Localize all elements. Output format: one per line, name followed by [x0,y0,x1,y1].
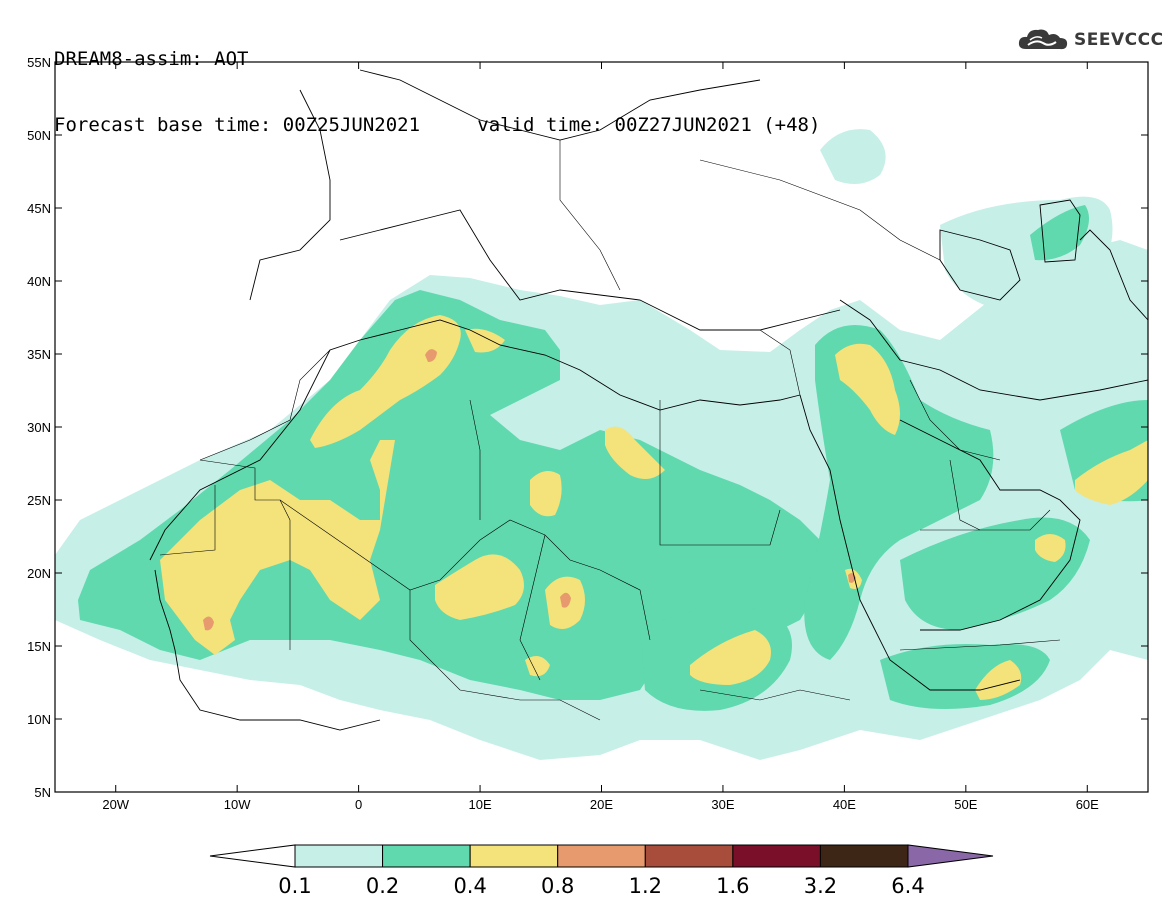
logo-text: SEEVCCC [1074,30,1164,50]
time-info: Forecast base time: 00Z25JUN2021 valid t… [54,114,820,136]
aot-contour-0.4 [160,440,395,655]
chart-title: DREAM8-assim: AOT [54,48,249,70]
aot-contour-0.2 [78,290,825,700]
aot-contour-0.8 [425,349,437,362]
aot-contour-0.4 [1035,534,1066,562]
lon-tick-label: 20W [102,797,129,812]
lon-tick-label: 10E [468,797,491,812]
aot-contour-0.4 [310,315,461,448]
aot-contour-0.8 [203,616,214,631]
colorbar-swatch [382,844,471,868]
colorbar-level-label: 0.8 [541,874,574,898]
aot-contour-0.4 [525,656,550,677]
valid-time: valid time: 00Z27JUN2021 (+48) [477,114,821,136]
chart-header: DREAM8-assim: AOT Forecast base time: 00… [54,4,820,158]
colorbar-swatch [469,844,559,868]
lon-tick-label: 60E [1076,797,1099,812]
colorbar-swatch [819,844,909,868]
colorbar: 0.1 0.2 0.4 0.8 1.2 1.6 3.2 6.4 [209,844,994,898]
base-time: Forecast base time: 00Z25JUN2021 [54,114,421,136]
lon-tick-label: 50E [954,797,977,812]
colorbar-swatch [644,844,734,868]
aot-contour-0.2 [1030,205,1089,261]
lon-tick-label: 20E [590,797,613,812]
aot-contour-0.4 [975,660,1022,700]
lat-tick-label: 30N [27,420,51,435]
colorbar-under-arrow [209,844,296,868]
colorbar-swatch [557,844,646,868]
colorbar-over-arrow [907,844,994,868]
lon-tick-label: 30E [711,797,734,812]
lat-tick-label: 40N [27,274,51,289]
lat-tick-label: 55N [27,55,51,70]
longitude-axis: 20W 10W 0 10E 20E 30E 40E 50E 60E [102,62,1099,812]
colorbar-level-label: 3.2 [804,874,837,898]
colorbar-swatch [294,844,384,868]
lat-tick-label: 35N [27,347,51,362]
aot-contour-0.1 [820,129,886,184]
colorbar-swatch [732,844,821,868]
latitude-axis: 55N 50N 45N 40N 35N 30N 25N 20N 15N 10N 5N [27,55,1148,800]
aot-contour-0.4 [605,426,665,479]
colorbar-level-label: 0.4 [453,874,486,898]
cloud-icon [1018,29,1068,50]
colorbar-level-label: 1.2 [629,874,662,898]
aot-contour-0.4 [1075,440,1148,505]
colorbar-level-label: 1.6 [716,874,749,898]
aot-contour-0.4 [435,554,524,620]
aot-contour-0.4 [465,328,505,353]
lon-tick-label: 40E [833,797,856,812]
colorbar-level-label: 0.1 [278,874,311,898]
colorbar-level-label: 0.2 [366,874,399,898]
lat-tick-label: 25N [27,493,51,508]
coastlines [149,69,1148,731]
colorbar-level-label: 6.4 [891,874,924,898]
lat-tick-label: 45N [27,201,51,216]
country-borders [159,140,1061,721]
lat-tick-label: 5N [34,785,51,800]
lat-tick-label: 15N [27,639,51,654]
aot-field [55,69,1148,760]
lon-tick-label: 0 [355,797,362,812]
lat-tick-label: 10N [27,712,51,727]
aot-contour-0.4 [530,471,562,517]
lat-tick-label: 20N [27,566,51,581]
lat-tick-label: 50N [27,128,51,143]
aot-contour-0.4 [835,343,900,435]
aot-contour-0.4 [690,630,771,685]
seevccc-logo: SEEVCCC [1016,22,1164,58]
lon-tick-label: 10W [224,797,251,812]
aot-contour-0.8 [560,592,571,608]
